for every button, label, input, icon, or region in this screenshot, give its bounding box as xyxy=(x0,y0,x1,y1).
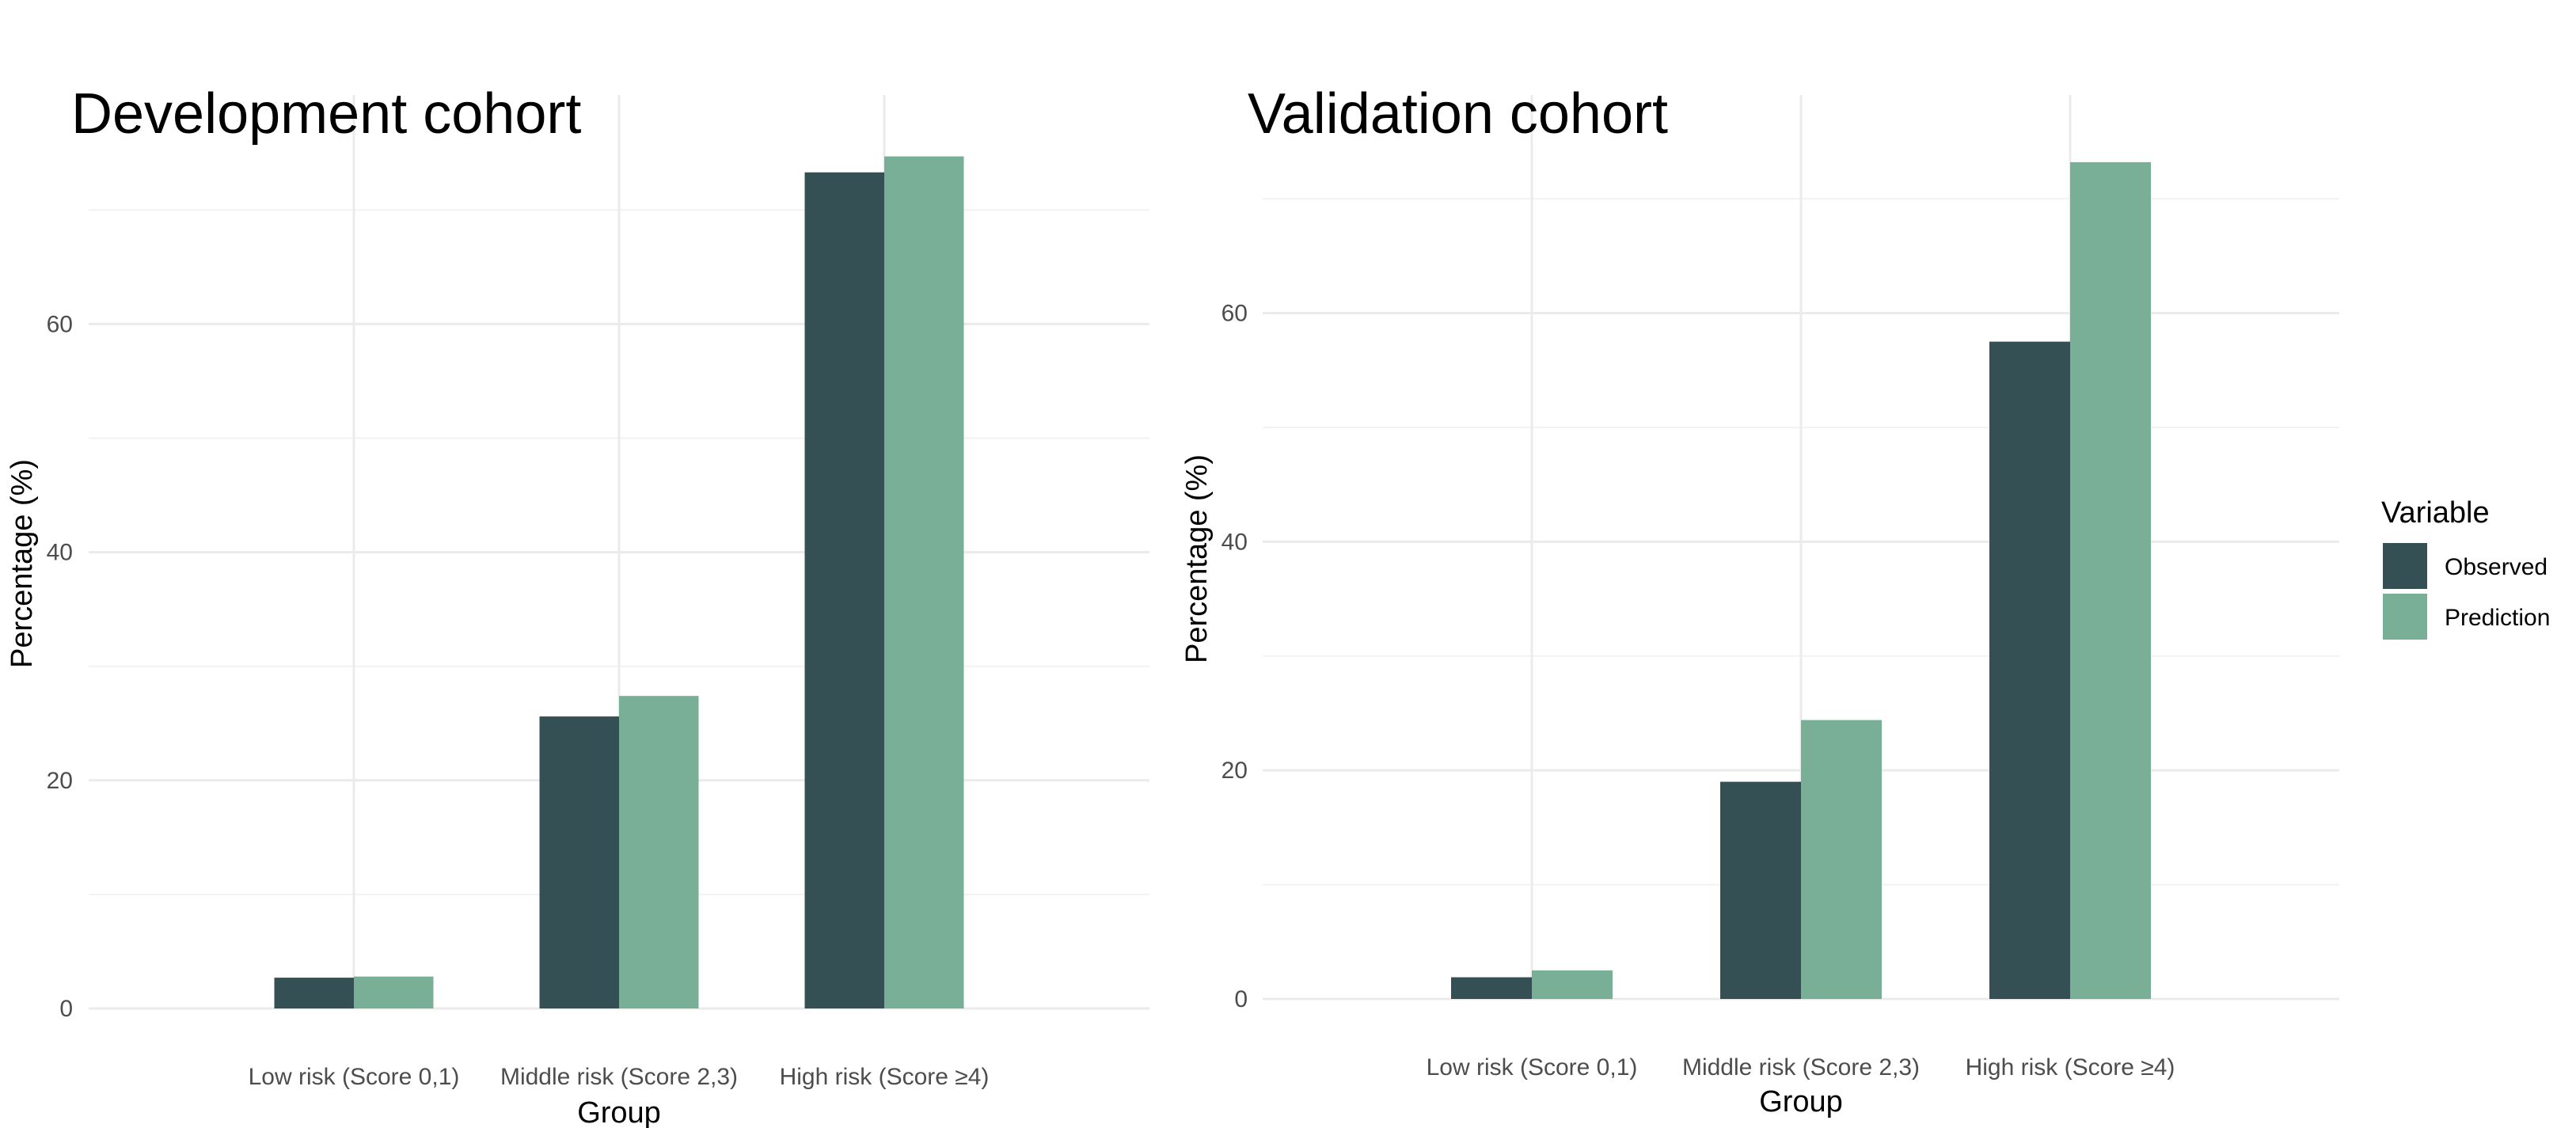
x-tick-label: Low risk (Score 0,1) xyxy=(249,1064,460,1090)
panel-title: Validation cohort xyxy=(1248,82,1668,146)
x-axis-title: Group xyxy=(1759,1085,1843,1119)
y-tick-label: 60 xyxy=(1222,301,1248,327)
bar-observed-high-risk-score-ge4 xyxy=(804,172,884,1008)
x-tick-label: Low risk (Score 0,1) xyxy=(1427,1054,1638,1081)
bar-observed-low-risk-score-0-1 xyxy=(274,978,354,1008)
panel-title: Development cohort xyxy=(71,82,581,146)
y-tick-label: 40 xyxy=(1222,529,1248,555)
bar-prediction-low-risk-score-0-1 xyxy=(1532,970,1613,999)
y-tick-label: 60 xyxy=(47,311,73,337)
y-axis-title: Percentage (%) xyxy=(6,459,39,668)
y-tick-label: 0 xyxy=(1234,986,1248,1012)
y-axis-title: Percentage (%) xyxy=(1180,454,1214,663)
legend-swatch-observed xyxy=(2383,543,2427,589)
y-tick-label: 20 xyxy=(1222,758,1248,784)
bar-observed-low-risk-score-0-1 xyxy=(1451,977,1532,999)
legend-swatch-prediction xyxy=(2383,594,2427,640)
bar-prediction-high-risk-score-ge4 xyxy=(2070,161,2151,999)
bar-prediction-low-risk-score-0-1 xyxy=(354,976,434,1008)
validation-cohort-panel: 0 20 40 60 Low risk (Score 0,1) Middle risk (… xyxy=(1180,82,2339,1119)
bar-observed-high-risk-score-ge4 xyxy=(1989,341,2070,1000)
bar-prediction-middle-risk-score-2-3 xyxy=(619,696,699,1008)
legend-label-prediction: Prediction xyxy=(2445,605,2550,631)
legend-label-observed: Observed xyxy=(2445,554,2548,580)
x-tick-label: Middle risk (Score 2,3) xyxy=(1682,1054,1920,1081)
legend-title: Variable xyxy=(2381,496,2490,530)
y-tick-label: 40 xyxy=(47,540,73,566)
bar-prediction-middle-risk-score-2-3 xyxy=(1801,720,1882,999)
x-tick-label: High risk (Score ≥4) xyxy=(780,1064,990,1090)
y-tick-label: 0 xyxy=(59,996,73,1022)
bar-prediction-high-risk-score-ge4 xyxy=(884,156,964,1009)
x-tick-label: Middle risk (Score 2,3) xyxy=(500,1064,738,1090)
bar-observed-middle-risk-score-2-3 xyxy=(539,716,619,1008)
y-tick-label: 20 xyxy=(47,768,73,794)
bar-observed-middle-risk-score-2-3 xyxy=(1720,781,1801,999)
x-axis-title: Group xyxy=(577,1096,661,1128)
legend: Variable Observed Prediction xyxy=(2381,496,2550,640)
development-cohort-panel: 0 20 40 60 Low risk (Score 0,1) Middle risk (… xyxy=(6,82,1149,1128)
x-tick-label: High risk (Score ≥4) xyxy=(1966,1054,2175,1081)
